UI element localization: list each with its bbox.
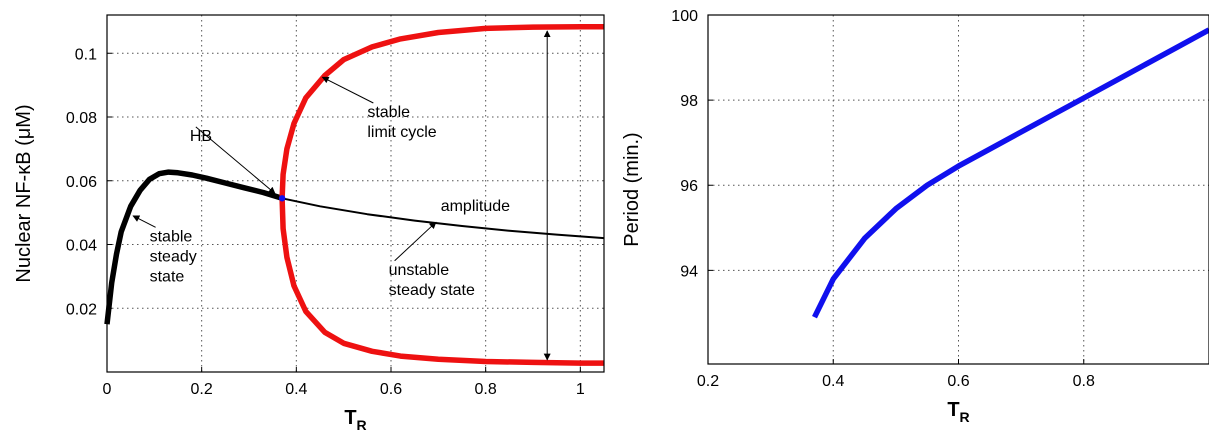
plot-frame [106, 14, 605, 373]
x-tick-label: 0.6 [947, 373, 969, 390]
x-tick-label: 0.4 [285, 381, 307, 398]
y-tick-label: 94 [680, 263, 698, 280]
x-tick-label: 0.8 [475, 381, 497, 398]
x-tick-label: 1 [576, 381, 585, 398]
y-tick-label: 96 [680, 178, 698, 195]
x-axis-label: TR [344, 407, 366, 432]
annotation-text: stable steady state [150, 228, 197, 285]
y-axis-label: Period (min.) [621, 132, 643, 246]
y-tick-label: 0.04 [66, 238, 97, 255]
series-line-1 [812, 27, 1209, 319]
y-tick-label: 0.06 [66, 174, 97, 191]
annotation-text: stable limit cycle [367, 104, 436, 141]
hopf-bifurcation-point [278, 195, 286, 202]
y-tick-label: 0.1 [75, 46, 97, 63]
series-line-3 [279, 24, 604, 199]
x-tick-label: 0.2 [697, 373, 719, 390]
annotation-text: amplitude [441, 198, 510, 215]
y-tick-label: 0.08 [66, 110, 97, 127]
chart-1: 0 0.2 0.4 0.6 0.8 1 0.02 0.04 0.06 0.08 0.1 TR Nucle… [13, 14, 605, 432]
annotation-text: HB [190, 128, 212, 145]
y-tick-label: 0.02 [66, 301, 97, 318]
annotation-arrow [394, 221, 437, 262]
x-axis-label: TR [947, 399, 969, 425]
chart-2: 0.2 0.4 0.6 0.8 94 96 98 100 TR Period (min.) [621, 8, 1209, 425]
x-tick-label: 0.6 [380, 381, 402, 398]
y-tick-label: 98 [680, 93, 698, 110]
plot-frame [707, 14, 1209, 365]
y-axis-label: Nuclear NF-κB (μM) [13, 104, 35, 282]
x-tick-label: 0.4 [822, 373, 844, 390]
annotation-arrow [195, 126, 276, 194]
annotation-text: unstable steady state [389, 262, 475, 299]
x-tick-label: 0.2 [191, 381, 213, 398]
x-tick-label: 0 [103, 381, 112, 398]
annotation-arrow [132, 215, 156, 228]
series-line-4 [279, 198, 604, 366]
series-line-1 [104, 169, 283, 325]
y-tick-label: 100 [671, 8, 698, 25]
annotation-arrow [321, 76, 374, 104]
x-tick-label: 0.8 [1073, 373, 1095, 390]
